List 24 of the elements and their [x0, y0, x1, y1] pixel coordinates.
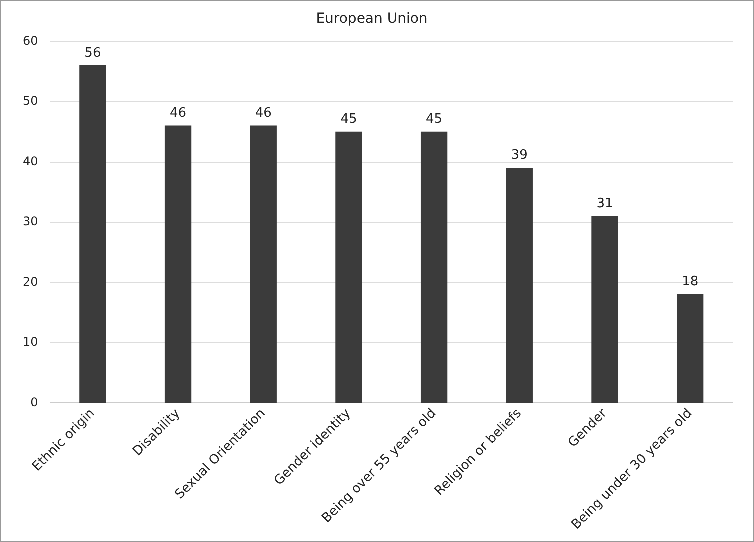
y-tick-label: 10: [22, 335, 38, 350]
data-label: 46: [170, 106, 187, 121]
data-label: 18: [682, 274, 699, 290]
data-label: 45: [426, 112, 443, 128]
data-label: 56: [84, 46, 102, 61]
data-label: 39: [511, 148, 528, 164]
bar: [592, 216, 618, 404]
y-tick-label: 50: [22, 94, 38, 108]
y-tick-label: 0: [30, 395, 38, 410]
data-label: 45: [340, 112, 358, 128]
y-tick-label: 30: [22, 214, 38, 229]
bar: [80, 66, 106, 404]
y-tick-label: 40: [22, 154, 38, 168]
data-label: 46: [255, 106, 272, 121]
bar: [506, 168, 533, 404]
y-tick-label: 20: [22, 274, 38, 289]
data-label: 31: [596, 196, 614, 212]
y-tick-label: 60: [22, 34, 38, 48]
bar: [164, 126, 192, 404]
bar: [250, 126, 277, 404]
bar: [677, 294, 704, 404]
bar: [336, 132, 362, 404]
bar: [420, 132, 448, 404]
chart-title: European Union: [316, 11, 428, 28]
